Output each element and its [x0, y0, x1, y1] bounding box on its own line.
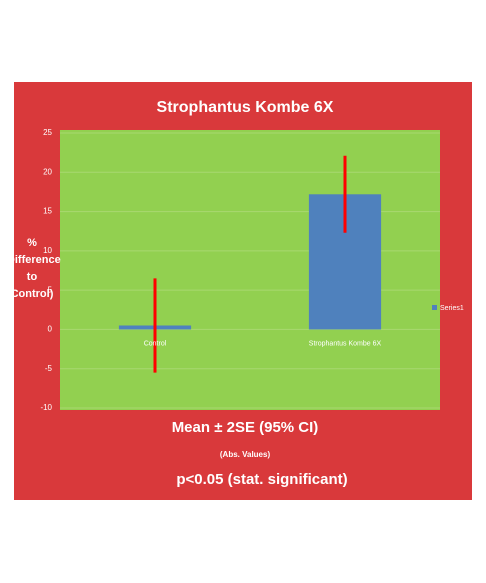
y-axis-label: %	[27, 237, 37, 249]
annotation: (Abs. Values)	[220, 450, 271, 459]
annotation: p<0.05 (stat. significant)	[176, 471, 347, 488]
y-tick-label: 25	[43, 128, 52, 137]
y-axis-label: (Difference	[3, 254, 60, 266]
chart-title: Strophantus Kombe 6X	[157, 99, 334, 116]
y-tick-label: 0	[48, 325, 53, 334]
y-axis-label: Control)	[11, 288, 54, 300]
y-tick-label: 5	[48, 285, 53, 294]
y-tick-label: 20	[43, 167, 52, 176]
legend-swatch	[432, 305, 437, 310]
y-tick-label: 10	[43, 246, 52, 255]
y-tick-label: -5	[45, 364, 53, 373]
legend-label: Series1	[440, 305, 464, 312]
y-axis-label: to	[27, 271, 38, 283]
x-tick-label: Control	[144, 340, 167, 347]
annotation: Mean ± 2SE (95% CI)	[172, 419, 319, 436]
y-tick-label: 15	[43, 207, 52, 216]
y-tick-label: -10	[40, 403, 52, 412]
x-tick-label: Strophantus Kombe 6X	[309, 340, 382, 347]
